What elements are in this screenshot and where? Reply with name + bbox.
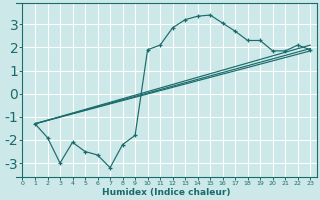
- X-axis label: Humidex (Indice chaleur): Humidex (Indice chaleur): [102, 188, 231, 197]
